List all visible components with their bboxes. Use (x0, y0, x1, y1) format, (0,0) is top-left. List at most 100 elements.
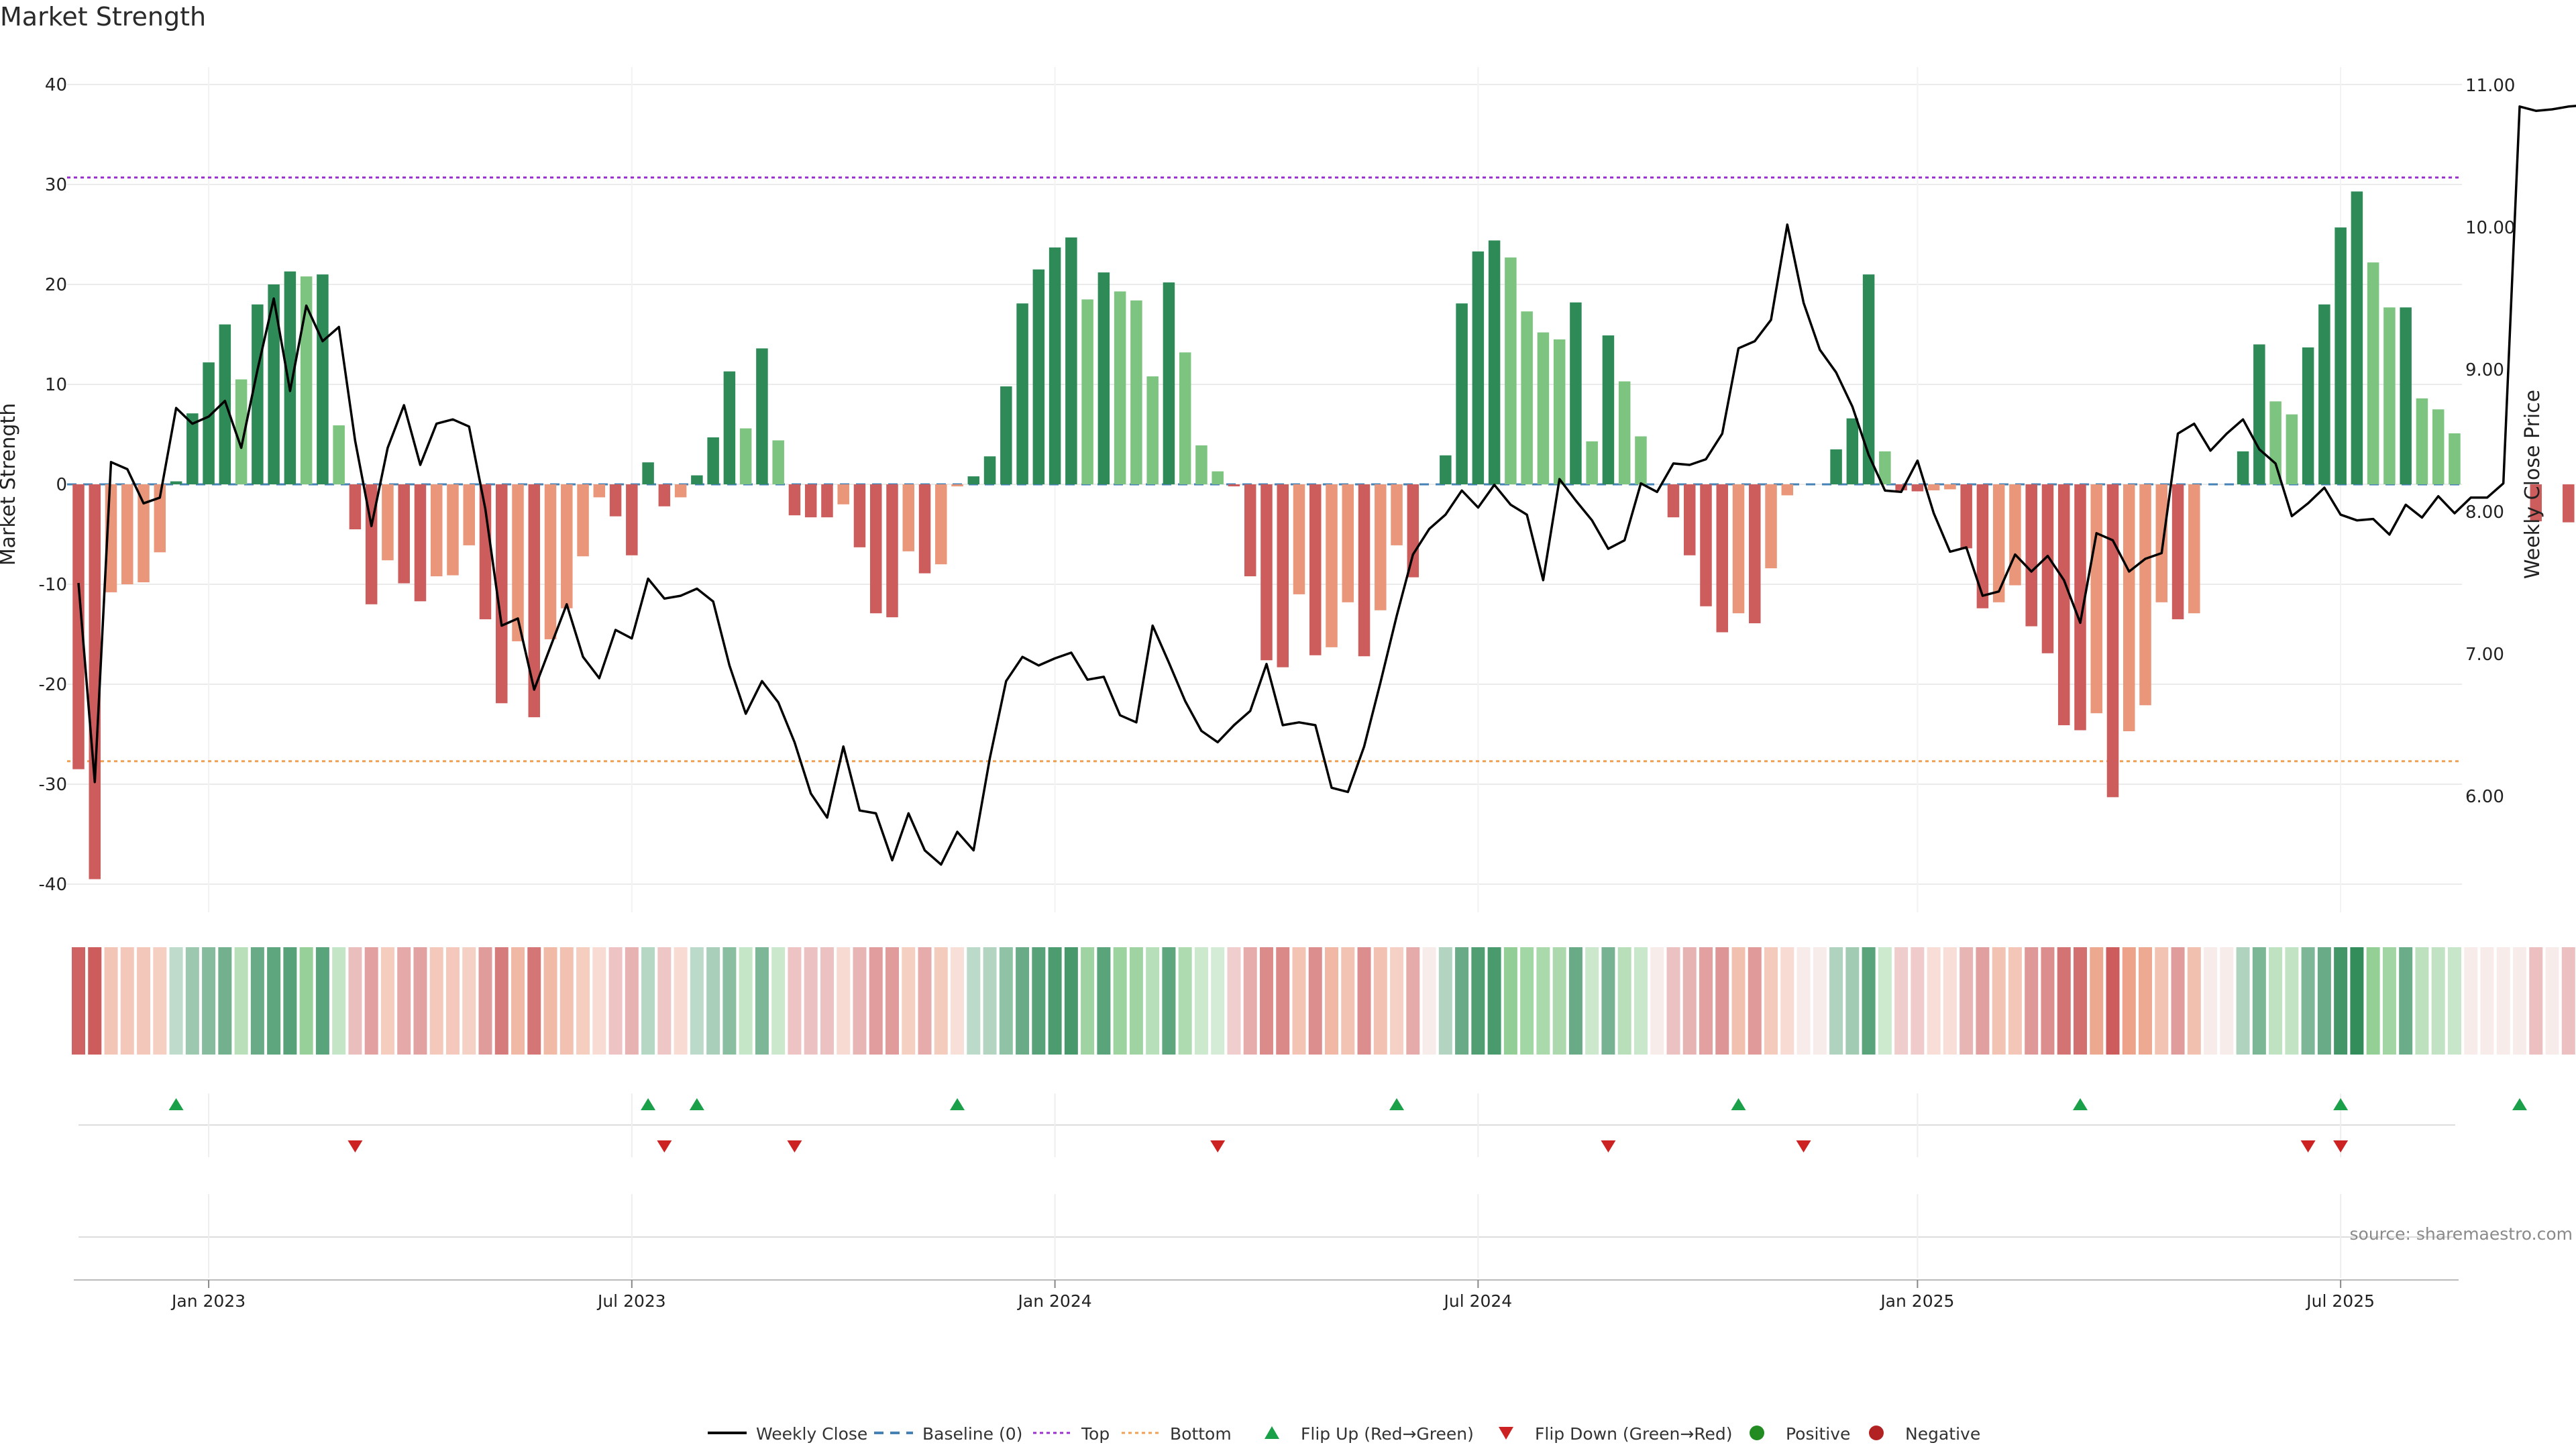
x-tick-label: Jul 2024 (1442, 1291, 1512, 1311)
strength-bar (1179, 352, 1191, 484)
heat-cell (674, 947, 688, 1055)
strength-bar (1114, 291, 1126, 484)
reference-lines (67, 176, 2462, 763)
heat-cell (1211, 947, 1225, 1055)
heat-cell (1308, 947, 1322, 1055)
heat-cell (429, 947, 443, 1055)
heat-cell (2236, 947, 2250, 1055)
heat-cell (1194, 947, 1208, 1055)
strength-bar (1000, 386, 1012, 484)
strength-bar (723, 371, 736, 484)
y2-tick-label: 9.00 (2465, 360, 2504, 380)
strength-bar (2318, 304, 2330, 484)
heat-cell (1292, 947, 1306, 1055)
heat-cell (1048, 947, 1062, 1055)
heat-cell (641, 947, 655, 1055)
heat-cell (364, 947, 378, 1055)
heat-cell (1243, 947, 1257, 1055)
y-tick-label: -40 (39, 875, 67, 895)
strength-bar (853, 484, 866, 547)
strength-bar (2383, 307, 2396, 484)
strength-bar (1146, 376, 1159, 484)
heat-cell (1731, 947, 1746, 1055)
flip-down-marker (657, 1140, 672, 1152)
strength-bar (983, 456, 996, 484)
heat-cell (2334, 947, 2348, 1055)
heat-cell (1227, 947, 1241, 1055)
strength-bar (772, 440, 784, 484)
heat-cell (1406, 947, 1420, 1055)
strength-bar (1081, 299, 1093, 484)
heat-cell (1520, 947, 1534, 1055)
heat-cell (2155, 947, 2169, 1055)
heat-cell (202, 947, 216, 1055)
strength-bar (2074, 484, 2086, 731)
strength-bar (1016, 303, 1028, 484)
y-tick-label: 20 (45, 275, 67, 295)
y-axis-label: Market Strength (0, 403, 20, 566)
strength-bar (2025, 484, 2037, 627)
strength-bar (1927, 484, 1940, 490)
strength-bar (268, 284, 280, 484)
strength-bar (1976, 484, 1989, 608)
heat-cell (951, 947, 965, 1055)
heat-cell (2561, 947, 2575, 1055)
heat-cell (2545, 947, 2559, 1055)
axes: -40 -30 -20 -10 0 10 20 30 40 6.00 7.00 8.00 9.00 10.… (0, 75, 2544, 895)
strength-bar (2237, 451, 2249, 484)
heat-cell (1585, 947, 1599, 1055)
strength-bar (2123, 484, 2135, 732)
strength-bar (1277, 484, 1289, 667)
strength-bar (1440, 455, 1452, 484)
heat-cell (2252, 947, 2266, 1055)
heat-cell (625, 947, 639, 1055)
heat-cell (559, 947, 574, 1055)
heat-cell (804, 947, 818, 1055)
source-credit: source: sharemaestro.com (2350, 1224, 2573, 1244)
strength-bar (1944, 484, 1956, 490)
heat-cell (2382, 947, 2396, 1055)
heat-cell (348, 947, 362, 1055)
strength-bar (691, 475, 703, 484)
strength-bar (1683, 484, 1696, 555)
heat-cell (1064, 947, 1078, 1055)
strength-bar (1049, 247, 1061, 484)
strength-bar (756, 348, 768, 484)
strength-bar (2449, 433, 2461, 484)
chart-title: Market Strength (0, 2, 206, 32)
heat-cell (1862, 947, 1876, 1055)
strength-bar (170, 481, 182, 484)
flip-up-marker (168, 1098, 184, 1110)
strength-bar (593, 484, 606, 498)
heat-cell (1455, 947, 1469, 1055)
x-tick-label: Jan 2025 (1879, 1291, 1954, 1311)
heat-cell (2139, 947, 2153, 1055)
heat-cell (999, 947, 1013, 1055)
strength-bar (626, 484, 638, 555)
strength-bar (398, 484, 410, 584)
heat-cell (1113, 947, 1127, 1055)
heat-cell (169, 947, 183, 1055)
heat-cell (299, 947, 313, 1055)
strength-bar (967, 476, 980, 484)
strength-bar (496, 484, 508, 704)
heat-cell (1357, 947, 1371, 1055)
heat-cell (1617, 947, 1631, 1055)
strength-bar (1862, 274, 1875, 484)
heat-cell (967, 947, 981, 1055)
strength-bar (902, 484, 915, 551)
heat-cell (1016, 947, 1030, 1055)
strength-bar (1846, 418, 1859, 484)
strength-bar (918, 484, 931, 574)
strength-bar (2302, 347, 2314, 484)
heat-cell (2057, 947, 2071, 1055)
x-tick-label: Jan 2024 (1017, 1291, 1092, 1311)
heat-cell (1503, 947, 1517, 1055)
y2-tick-label: 7.00 (2465, 645, 2504, 665)
heat-cell (1633, 947, 1648, 1055)
heat-cell (1976, 947, 1990, 1055)
y-tick-label: -20 (39, 675, 67, 695)
strength-bar (1732, 484, 1745, 614)
heat-cell (2171, 947, 2185, 1055)
